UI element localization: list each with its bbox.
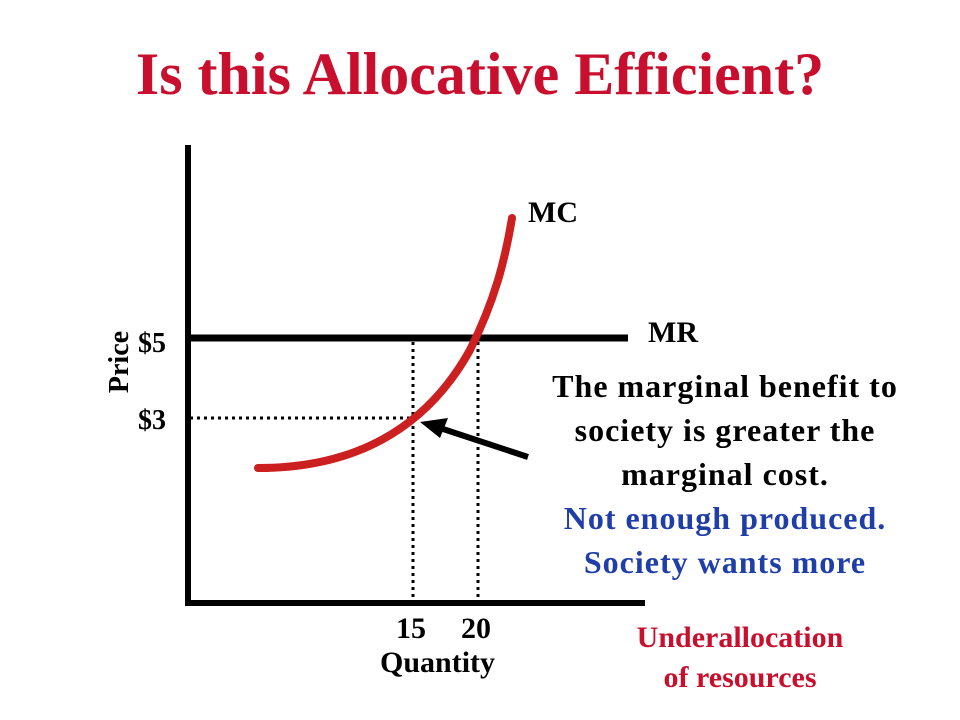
note-line-2: society is greater the: [574, 412, 876, 448]
note-line-1: The marginal benefit to: [552, 368, 898, 404]
y-axis-label: Price: [104, 330, 135, 394]
page-title: Is this Allocative Efficient?: [135, 41, 825, 107]
note-line-3: marginal cost.: [621, 456, 829, 492]
explanation-note: The marginal benefit to society is great…: [520, 364, 930, 584]
qty-tick-20: 20: [461, 612, 491, 645]
price-tick-5: $5: [138, 328, 166, 359]
conclusion-line-2: of resources: [663, 661, 817, 694]
mr-label: MR: [648, 316, 698, 349]
pointer-arrow-shaft: [439, 425, 529, 460]
qty-tick-15: 15: [396, 612, 426, 645]
conclusion-line-1: Underallocation: [636, 621, 844, 654]
mc-curve: [254, 214, 516, 472]
x-axis-label: Quantity: [380, 646, 496, 679]
note-line-5: Society wants more: [583, 544, 867, 580]
pointer-arrow-head: [420, 418, 448, 438]
mc-label: MC: [528, 196, 578, 229]
price-tick-3: $3: [138, 405, 166, 436]
conclusion-text: Underallocation of resources: [590, 618, 890, 698]
note-line-4: Not enough produced.: [563, 500, 887, 536]
